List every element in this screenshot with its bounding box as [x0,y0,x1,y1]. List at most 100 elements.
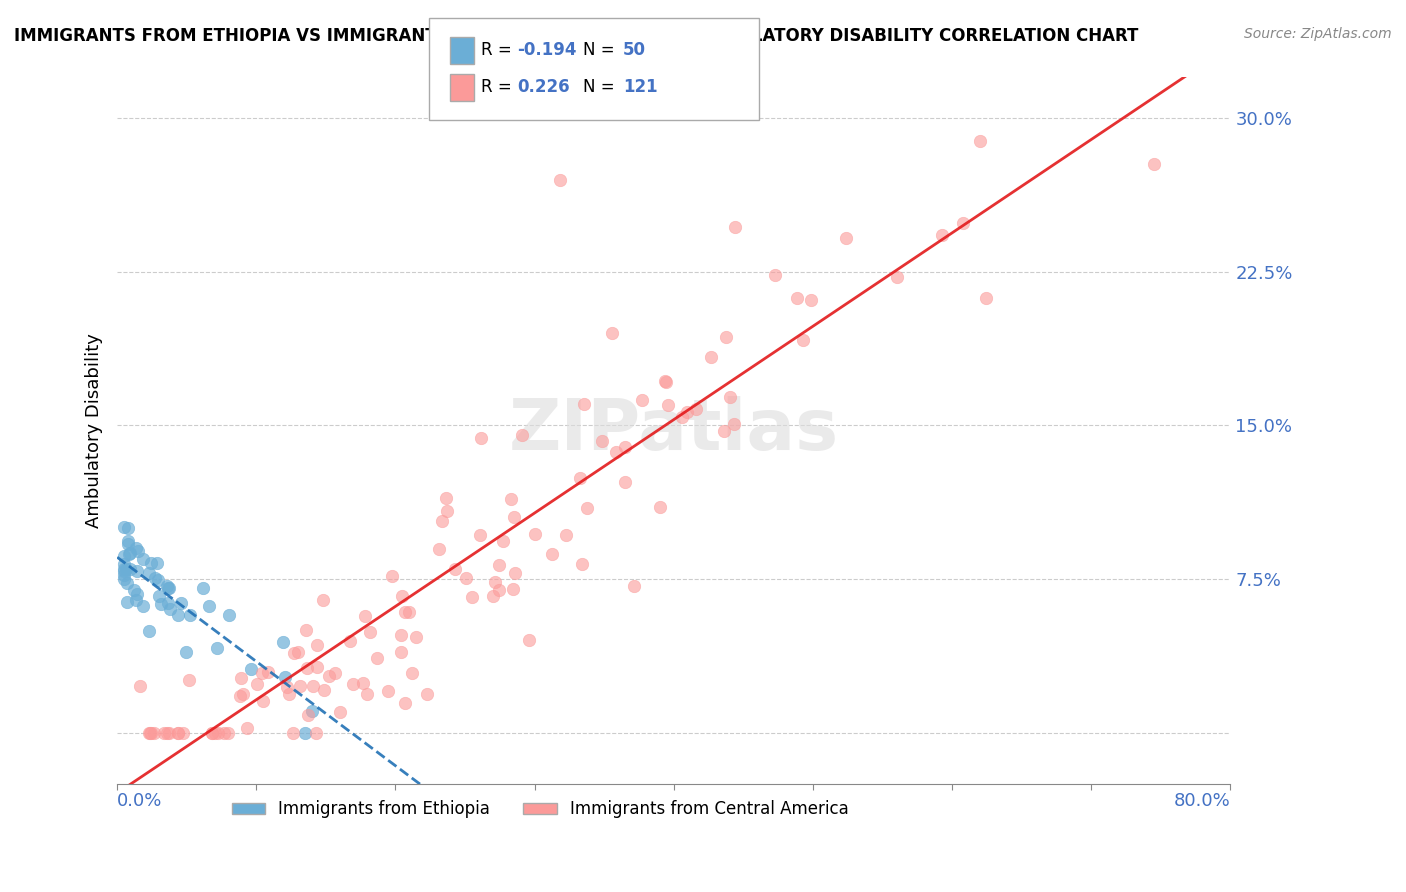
Point [470,528,492,542]
Point [354,608,377,623]
Point [568,471,591,485]
Point [117,537,139,551]
Point [576,500,599,515]
Point [484,575,506,590]
Point [304,725,326,739]
Point [444,562,467,576]
Point [127,544,149,558]
Point [434,491,457,505]
Point [700,351,723,365]
Point [714,330,737,344]
Point [517,633,540,648]
Point [205,641,228,656]
Point [112,572,135,586]
Text: ZIPatlas: ZIPatlas [509,396,839,465]
Point [166,725,188,739]
Point [800,293,823,308]
Point [305,659,328,673]
Point [120,546,142,560]
Point [218,607,240,622]
Point [117,534,139,549]
Point [112,558,135,572]
Point [229,690,252,704]
Point [117,521,139,535]
Text: N =: N = [583,41,620,59]
Point [394,605,416,619]
Point [834,230,856,244]
Point [572,397,595,411]
Point [605,444,627,458]
Point [301,679,323,693]
Text: R =: R = [481,78,517,95]
Point [724,219,747,234]
Text: 0.226: 0.226 [517,78,569,95]
Point [312,682,335,697]
Point [139,725,162,739]
Point [591,434,613,448]
Point [886,269,908,284]
Point [555,528,578,542]
Point [352,675,374,690]
Y-axis label: Ambulatory Disability: Ambulatory Disability [86,333,103,528]
Point [212,725,235,739]
Point [600,326,623,340]
Point [138,725,160,739]
Text: IMMIGRANTS FROM ETHIOPIA VS IMMIGRANTS FROM CENTRAL AMERICA AMBULATORY DISABILIT: IMMIGRANTS FROM ETHIOPIA VS IMMIGRANTS F… [14,27,1139,45]
Point [312,592,335,607]
Point [657,399,679,413]
Point [470,431,492,445]
Point [401,666,423,681]
Point [718,390,741,404]
Point [122,583,145,598]
Point [138,624,160,638]
Point [274,670,297,684]
Point [125,592,148,607]
Point [623,579,645,593]
Text: N =: N = [583,78,620,95]
Point [763,268,786,282]
Point [283,646,305,660]
Point [174,645,197,659]
Text: 80.0%: 80.0% [1174,792,1230,810]
Point [139,725,162,739]
Point [277,687,299,701]
Point [613,475,636,489]
Point [571,557,593,571]
Point [231,671,253,685]
Point [153,725,176,739]
Point [250,665,273,680]
Point [157,581,180,595]
Point [394,697,416,711]
Point [132,552,155,566]
Point [159,602,181,616]
Point [170,596,193,610]
Point [112,549,135,563]
Point [1143,157,1166,171]
Point [713,424,735,438]
Point [294,623,316,637]
Point [139,557,162,571]
Point [377,684,399,698]
Point [276,680,298,694]
Point [631,393,654,408]
Point [287,645,309,659]
Point [239,662,262,676]
Point [156,725,179,739]
Point [482,589,505,603]
Point [389,645,412,659]
Point [436,504,458,518]
Point [127,564,149,578]
Point [157,725,180,739]
Point [676,405,699,419]
Point [307,638,329,652]
Point [114,562,136,576]
Point [256,665,278,679]
Point [236,721,259,735]
Point [548,173,571,187]
Point [166,608,188,623]
Point [671,409,693,424]
Point [118,562,141,576]
Point [117,547,139,561]
Point [112,564,135,578]
Point [295,661,318,675]
